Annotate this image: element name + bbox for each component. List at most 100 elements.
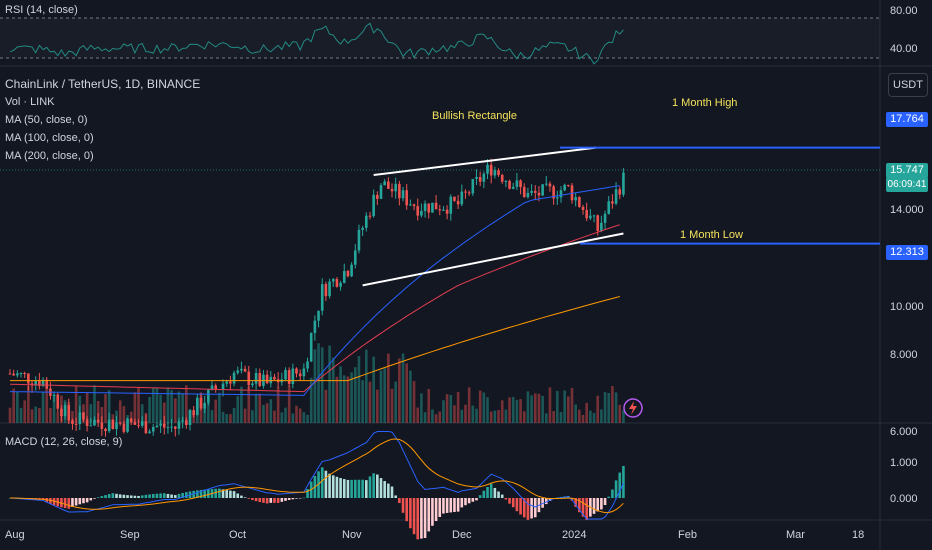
- volume-bar: [12, 388, 15, 423]
- volume-bar: [313, 349, 317, 423]
- candle-body: [519, 180, 522, 188]
- macd-histogram-bar: [203, 489, 206, 498]
- macd-histogram-bar: [185, 492, 188, 498]
- candle-body: [486, 164, 489, 174]
- volume-bar: [427, 388, 431, 423]
- macd-histogram-bar: [225, 490, 229, 498]
- macd-histogram-bar: [464, 498, 467, 506]
- candle-body: [574, 197, 577, 201]
- candle-body: [357, 229, 361, 251]
- macd-histogram-bar: [522, 498, 526, 518]
- candle-body: [578, 197, 581, 207]
- volume-bar: [544, 413, 548, 423]
- macd-histogram-bar: [390, 486, 394, 498]
- volume-bar: [611, 385, 614, 423]
- volume-bar: [471, 405, 475, 423]
- candle-body: [478, 176, 482, 182]
- volume-bar: [276, 387, 280, 423]
- volume-bar: [16, 391, 19, 423]
- volume-bar: [622, 410, 625, 423]
- lightning-icon[interactable]: [623, 398, 643, 418]
- volume-bar: [504, 409, 508, 423]
- pattern-lines: [362, 146, 880, 287]
- volume-bar: [335, 376, 339, 423]
- candle-body: [317, 310, 320, 321]
- macd-histogram-bar: [398, 498, 401, 504]
- symbol-title[interactable]: ChainLink / TetherUS, 1D, BINANCE: [5, 77, 201, 91]
- volume-bar: [34, 406, 38, 423]
- macd-histogram-bar: [467, 498, 471, 504]
- indicator-ma200[interactable]: MA (200, close, 0): [5, 150, 94, 162]
- candle-body: [346, 270, 350, 277]
- candle-body: [600, 222, 603, 231]
- candle-body: [570, 185, 574, 201]
- x-tick-feb: Feb: [678, 529, 697, 541]
- volume-bar: [118, 400, 122, 423]
- volume-bar: [398, 358, 401, 423]
- volume-bar: [148, 396, 151, 423]
- candle-body: [622, 172, 625, 195]
- volume-bar: [574, 404, 577, 423]
- price-badge-low: 12.313: [886, 245, 928, 260]
- volume-bar: [251, 410, 254, 423]
- macd-histogram-bar: [394, 495, 397, 498]
- volume-bar: [129, 411, 133, 423]
- candle-body: [185, 420, 188, 425]
- annotation-month-high: 1 Month High: [672, 97, 738, 109]
- macd-histogram-bar: [533, 498, 537, 518]
- volume-bar: [449, 395, 453, 423]
- candle-body: [504, 180, 508, 182]
- volume-bar: [324, 389, 328, 423]
- volume-bar: [559, 412, 563, 423]
- volume-bar: [614, 392, 618, 423]
- macd-histogram-bar: [368, 476, 372, 498]
- macd-histogram-bar: [287, 498, 291, 500]
- candle-body: [365, 215, 368, 228]
- macd-histogram-bar: [276, 498, 280, 503]
- volume-bar: [229, 414, 232, 423]
- volume-bar: [460, 409, 464, 423]
- volume-bar: [431, 409, 434, 423]
- volume-bar: [280, 412, 284, 423]
- volume-bar: [383, 368, 386, 423]
- volume-bar: [295, 405, 298, 423]
- indicator-ma100[interactable]: MA (100, close, 0): [5, 132, 94, 144]
- macd-histogram-bar: [456, 498, 460, 512]
- macd-histogram-bar: [519, 498, 522, 515]
- macd-histogram-bar: [82, 498, 85, 504]
- volume-bar: [317, 343, 320, 423]
- candle-body: [394, 183, 397, 192]
- volume-bar: [486, 397, 489, 423]
- macd-histogram-bar: [251, 498, 254, 501]
- volume-bar: [210, 410, 214, 423]
- currency-button[interactable]: USDT: [888, 73, 928, 97]
- candle-body: [350, 264, 353, 277]
- volume-bar: [306, 414, 309, 423]
- candle-body: [460, 191, 464, 205]
- macd-histogram-bar: [162, 493, 166, 498]
- annotation-month-low: 1 Month Low: [680, 229, 743, 241]
- volume-bar: [387, 353, 390, 423]
- macd-histogram-bar: [137, 495, 140, 498]
- macd-histogram-bar: [442, 498, 445, 514]
- macd-histogram-bar: [52, 498, 56, 506]
- volume-bar: [107, 390, 111, 423]
- candle-body: [618, 189, 622, 195]
- indicator-volume[interactable]: Vol · LINK: [5, 96, 55, 108]
- candle-body: [423, 203, 427, 211]
- candle-body: [207, 389, 210, 403]
- x-tick-oct: Oct: [229, 529, 247, 541]
- candle-body: [45, 379, 49, 389]
- candle-body: [500, 174, 504, 182]
- indicator-ma50[interactable]: MA (50, close, 0): [5, 114, 88, 126]
- volume-bar: [309, 377, 313, 423]
- macd-histogram-bar: [85, 498, 89, 503]
- macd-histogram-bar: [96, 497, 100, 498]
- volume-bar: [41, 391, 45, 423]
- candle-body: [170, 426, 173, 428]
- macd-histogram-bar: [324, 470, 328, 498]
- volume-bar: [342, 375, 346, 423]
- candle-body: [372, 194, 375, 217]
- macd-histogram-bar: [328, 473, 331, 498]
